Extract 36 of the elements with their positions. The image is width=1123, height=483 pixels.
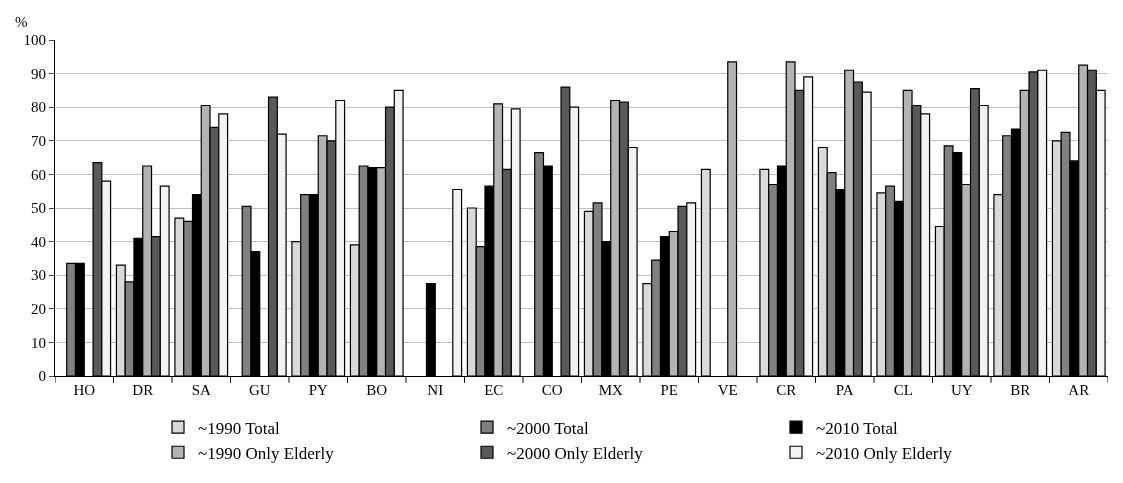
legend-label: ~1990 Only Elderly	[198, 443, 335, 463]
legend-label: ~2010 Only Elderly	[816, 443, 953, 463]
x-tick-label: HO	[73, 382, 96, 398]
legend-label: ~1990 Total	[198, 418, 281, 438]
y-tick-label: 80	[31, 99, 46, 116]
legend-label: ~2000 Total	[507, 418, 590, 438]
y-tick-label: 90	[31, 65, 46, 82]
legend-label: ~2010 Total	[816, 418, 899, 438]
y-tick-label: 40	[31, 233, 46, 250]
y-tick-label: 10	[31, 334, 46, 351]
x-tick-label: DR	[132, 382, 154, 398]
x-tick-label: PY	[308, 382, 328, 398]
y-tick-label: 20	[31, 301, 46, 318]
y-tick-label: 30	[31, 267, 46, 284]
x-tick-label: VE	[717, 382, 738, 398]
y-tick-label: 50	[31, 200, 46, 217]
x-tick-label: CO	[541, 382, 563, 398]
x-tick-label: AR	[1068, 382, 1090, 398]
y-axis-title: %	[15, 14, 28, 30]
y-tick-label: 60	[31, 166, 46, 183]
x-tick-label: BO	[366, 382, 388, 398]
x-tick-label: PA	[835, 382, 854, 398]
x-tick-label: CR	[776, 382, 797, 398]
legend-label: ~2000 Only Elderly	[507, 443, 644, 463]
x-tick-label: PE	[660, 382, 679, 398]
x-tick-label: BR	[1010, 382, 1031, 398]
x-tick-label: SA	[191, 382, 211, 398]
y-tick-label: 100	[23, 32, 46, 49]
y-tick-label: 70	[31, 133, 46, 150]
x-tick-label: EC	[484, 382, 504, 398]
y-tick-label: 0	[38, 368, 46, 385]
x-tick-label: GU	[248, 382, 271, 398]
x-tick-label: NI	[427, 382, 444, 398]
x-tick-label: UY	[950, 382, 973, 398]
x-tick-label: CL	[893, 382, 913, 398]
x-tick-label: MX	[598, 382, 623, 398]
